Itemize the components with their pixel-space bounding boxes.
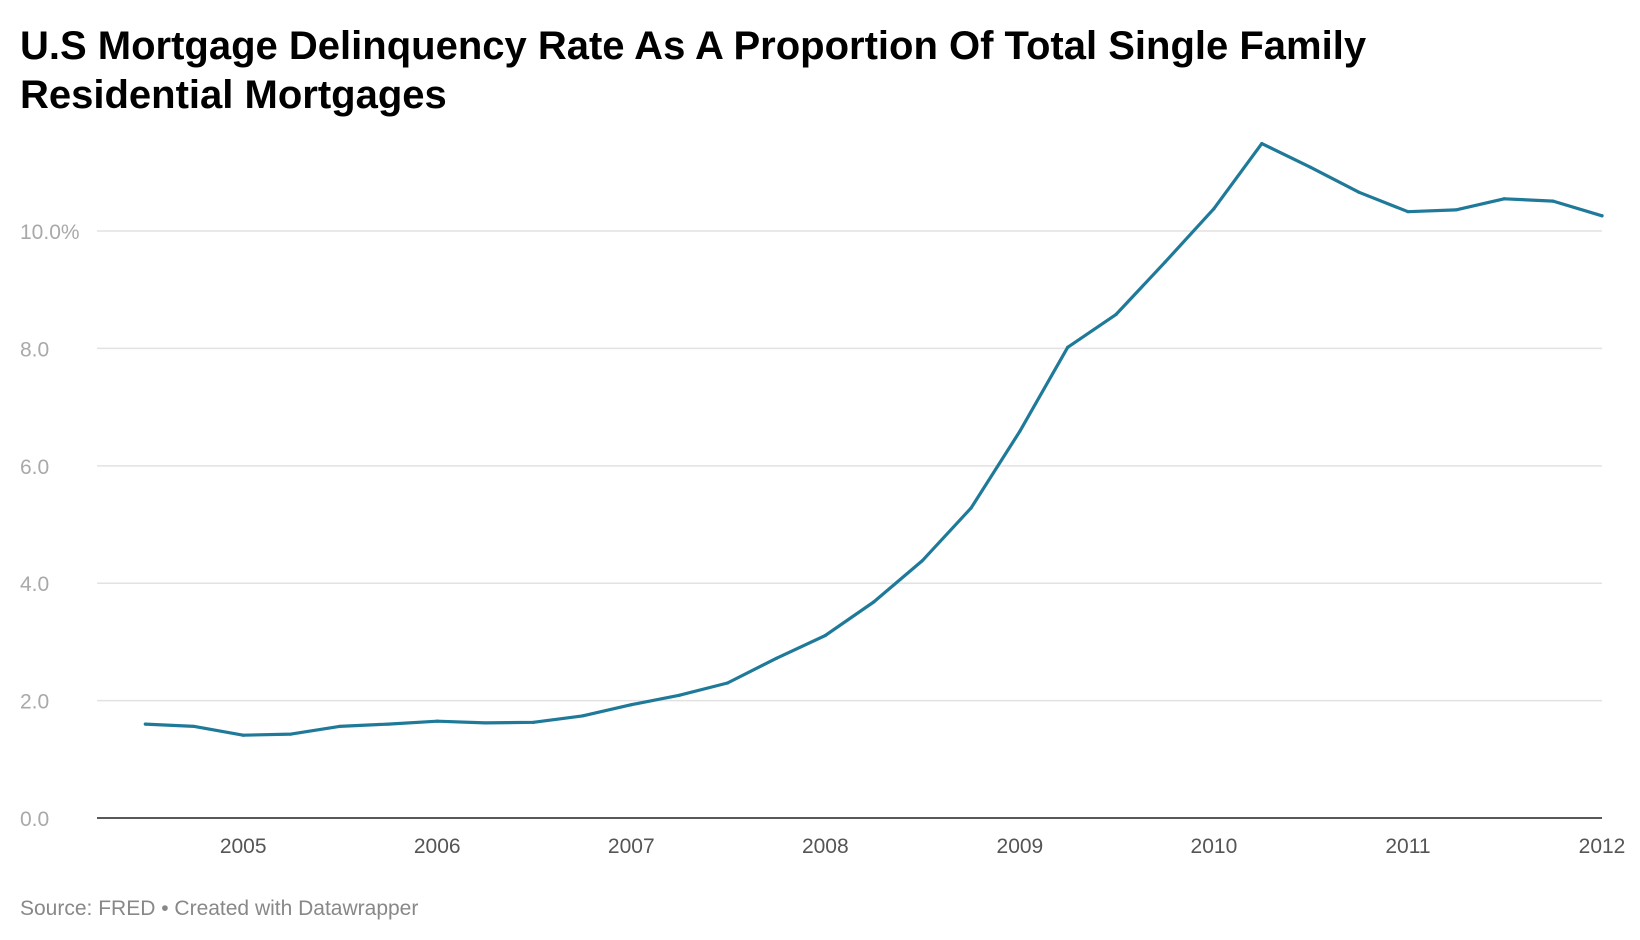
x-tick-label: 2007	[608, 835, 655, 858]
data-point	[1406, 210, 1410, 214]
x-axis-ticks: 2005 2006 2007 2008 2009 2010 2011 2012	[220, 835, 1626, 858]
y-tick-label: 8.0	[20, 338, 49, 361]
y-axis-ticks: 0.0 2.0 4.0 6.0 8.0 10.0%	[20, 221, 80, 831]
x-tick-label: 2009	[997, 835, 1044, 858]
data-point	[1308, 165, 1312, 169]
data-point	[241, 733, 245, 737]
data-point	[483, 721, 487, 725]
y-tick-label: 6.0	[20, 456, 49, 479]
data-point	[629, 703, 633, 707]
data-point	[920, 559, 924, 563]
data-point	[289, 732, 293, 736]
y-tick-label: 4.0	[20, 573, 49, 596]
data-point	[435, 719, 439, 723]
data-point	[1018, 429, 1022, 433]
x-tick-label: 2010	[1191, 835, 1238, 858]
data-point	[774, 656, 779, 660]
data-point	[143, 722, 147, 726]
credit-text: Created with Datawrapper	[174, 897, 419, 920]
data-point	[1357, 190, 1361, 194]
chart-title: U.S Mortgage Delinquency Rate As A Propo…	[20, 24, 1367, 117]
data-point	[531, 720, 536, 724]
y-tick-label: 2.0	[20, 691, 49, 714]
data-point	[1066, 345, 1070, 349]
series-group	[143, 141, 1604, 737]
chart-footer: Source: FRED • Created with Datawrapper	[20, 897, 418, 921]
data-point	[872, 600, 876, 604]
data-point	[1551, 199, 1555, 203]
x-tick-label: 2011	[1385, 835, 1430, 858]
source-text: Source: FRED	[20, 897, 156, 920]
data-point	[1454, 208, 1458, 212]
data-point	[337, 724, 342, 729]
data-point	[1260, 141, 1264, 146]
data-point	[969, 506, 973, 510]
data-point	[1600, 214, 1604, 218]
series-line	[143, 142, 1604, 737]
data-point	[1163, 260, 1167, 264]
data-point	[725, 681, 730, 685]
data-point	[1114, 312, 1118, 316]
data-point	[1502, 197, 1506, 201]
x-tick-label: 2008	[802, 835, 849, 858]
y-tick-label: 0.0	[20, 808, 49, 831]
y-tick-label: 10.0%	[20, 221, 80, 244]
data-point	[677, 693, 681, 697]
data-point	[580, 714, 584, 718]
data-point	[1212, 207, 1216, 211]
data-point	[192, 724, 196, 729]
x-tick-label: 2012	[1579, 835, 1626, 858]
x-tick-label: 2005	[220, 835, 267, 858]
footer-separator: •	[155, 897, 175, 920]
data-point	[823, 633, 827, 638]
gridlines	[97, 230, 1602, 702]
x-tick-label: 2006	[414, 835, 461, 858]
data-point	[386, 722, 390, 726]
